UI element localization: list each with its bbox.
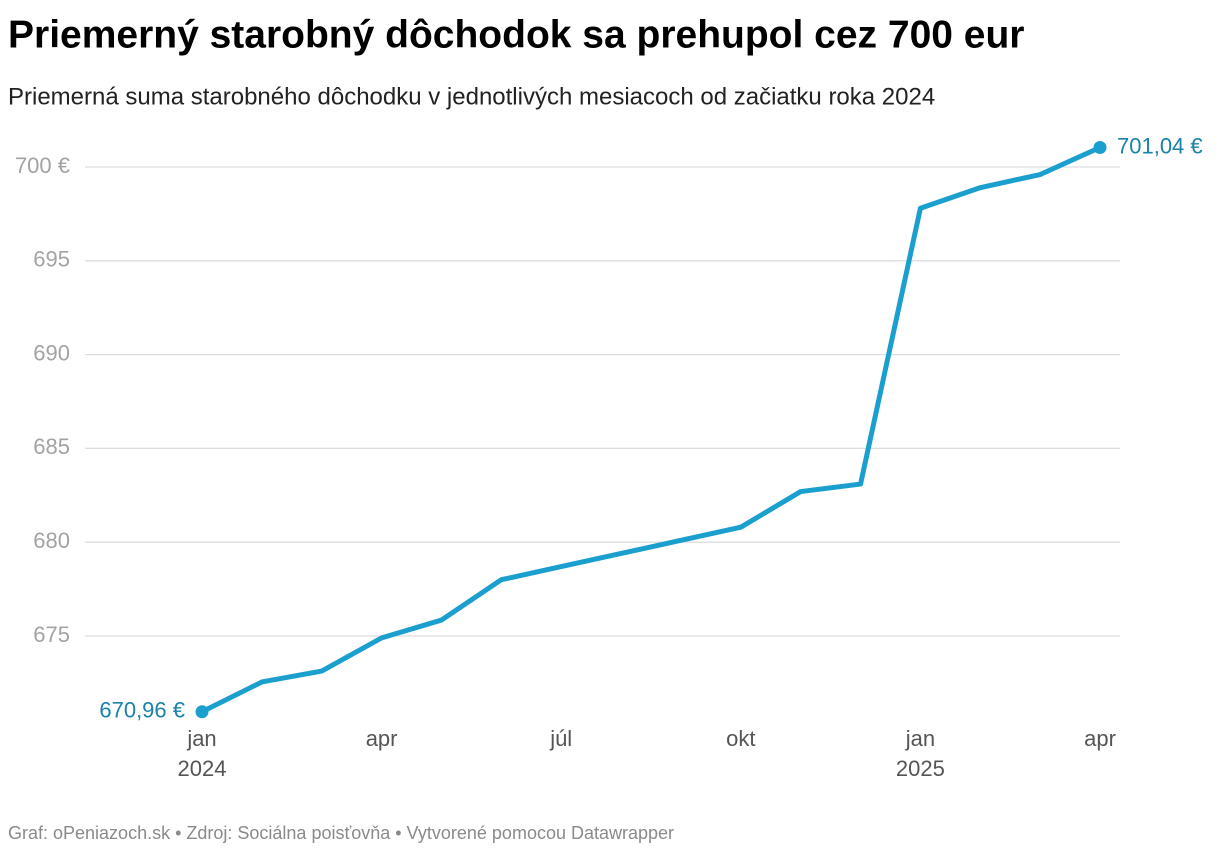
y-tick-label: 685 (33, 434, 70, 459)
x-tick-label: apr (366, 726, 398, 751)
y-tick-label: 675 (33, 622, 70, 647)
chart-title: Priemerný starobný dôchodok sa prehupol … (8, 13, 1024, 56)
value-label: 670,96 € (99, 698, 185, 723)
point (1093, 141, 1107, 155)
x-tick-label: apr (1084, 726, 1116, 751)
y-tick-label: 700 € (15, 153, 70, 178)
x-tick-label: júl (549, 726, 572, 751)
y-tick-label: 680 (33, 528, 70, 553)
line (200, 145, 1102, 715)
x-tick-label: okt (726, 726, 755, 751)
y-tick-label: 695 (33, 247, 70, 272)
x-tick-label: jan 2025 (896, 726, 945, 781)
source: Graf: oPeniazoch.sk • Zdroj: Sociálna po… (8, 823, 674, 843)
point (195, 705, 209, 719)
y-tick-label: 690 (33, 340, 70, 365)
chart-subtitle: Priemerná suma starobného dôchodku v jed… (8, 83, 935, 110)
value-label: 701,04 € (1117, 133, 1203, 158)
x-tick-label: jan 2024 (178, 726, 227, 781)
